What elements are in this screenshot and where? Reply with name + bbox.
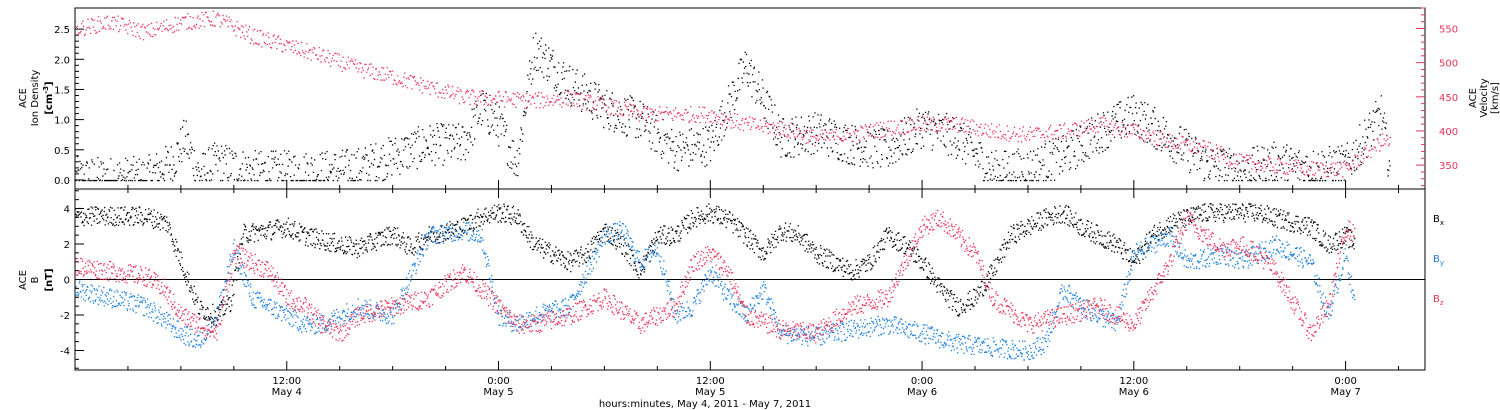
time-tick-label: May 6 [1119, 387, 1149, 398]
field-label-line1: ACE [18, 270, 29, 290]
field-tick-label: -2 [60, 311, 70, 322]
density-label-unit: [cm-3] [42, 81, 55, 114]
time-tick-label: May 7 [1330, 387, 1360, 398]
velocity-tick-label: 350 [1439, 161, 1458, 172]
field-tick-label: 2 [64, 240, 70, 251]
velocity-tick-label: 450 [1439, 93, 1458, 104]
legend-entry-bz: Bz [1433, 294, 1444, 307]
time-tick-label: 12:00 [272, 376, 301, 387]
density-scatter [75, 32, 1391, 182]
density-label-line2: Ion Density [30, 70, 41, 127]
density-axis-label: ACE Ion Density [cm-3] [18, 70, 55, 127]
velocity-label-unit: [km/s] [1490, 82, 1500, 114]
field-axis-ticks: -4 -2 0 2 4 [60, 190, 84, 369]
density-velocity-panel: 0.0 0.5 1.0 1.5 2.0 2.5 350 400 450 500 550 ACE I… [18, 7, 1500, 190]
density-axis-ticks: 0.0 0.5 1.0 1.5 2.0 2.5 [54, 25, 1400, 189]
density-tick-label: 1.0 [54, 116, 70, 127]
velocity-tick-label: 400 [1439, 127, 1458, 138]
time-tick-label: 12:00 [696, 376, 725, 387]
time-tick-label: 0:00 [911, 376, 933, 387]
field-label-line2: B [30, 276, 41, 283]
density-tick-label: 0.5 [54, 146, 70, 157]
legend-entry-by: By [1433, 254, 1444, 267]
time-tick-label: May 5 [483, 387, 513, 398]
density-plot-frame [74, 7, 1426, 190]
density-points [75, 32, 1391, 182]
time-tick-label: 0:00 [487, 376, 509, 387]
velocity-axis-ticks: 350 400 450 500 550 [1416, 7, 1458, 187]
field-tick-label: -4 [60, 346, 70, 357]
density-tick-label: 2.5 [54, 25, 70, 36]
time-tick-label: 0:00 [1334, 376, 1356, 387]
field-axis-label: ACE B [nT] [18, 268, 55, 291]
field-scatter [75, 203, 1356, 361]
legend-entry-bx: Bx [1433, 214, 1444, 227]
time-tick-label: May 6 [907, 387, 937, 398]
field-points-x [75, 203, 1356, 326]
velocity-points [75, 10, 1391, 178]
time-axis-title: hours:minutes, May 4, 2011 - May 7, 2011 [599, 399, 811, 410]
field-points-y [75, 221, 1356, 361]
field-tick-label: 4 [64, 205, 70, 216]
velocity-tick-label: 500 [1439, 59, 1458, 70]
time-tick-label: 12:00 [1119, 376, 1148, 387]
time-tick-label: May 4 [272, 387, 302, 398]
density-tick-label: 1.5 [54, 85, 70, 96]
velocity-label-line1: ACE [1468, 88, 1479, 108]
time-tick-label: May 5 [695, 387, 725, 398]
density-tick-label: 2.0 [54, 55, 70, 66]
field-tick-label: 0 [64, 276, 70, 287]
density-label-line1: ACE [18, 88, 29, 108]
velocity-scatter [75, 10, 1391, 178]
velocity-label-line2: Velocity [1479, 78, 1490, 117]
field-label-unit: [nT] [44, 268, 55, 291]
field-legend: Bx By Bz [1433, 214, 1444, 307]
density-tick-label: 0.0 [54, 176, 70, 187]
velocity-tick-label: 550 [1439, 24, 1458, 35]
velocity-axis-label: ACE Velocity [km/s] [1468, 78, 1500, 117]
